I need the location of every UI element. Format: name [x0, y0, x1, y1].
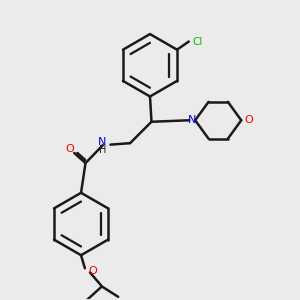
Text: H: H	[99, 145, 106, 155]
Text: N: N	[98, 137, 106, 147]
Text: N: N	[188, 115, 196, 125]
Text: O: O	[66, 144, 74, 154]
Text: O: O	[245, 115, 254, 125]
Text: O: O	[88, 266, 97, 276]
Text: Cl: Cl	[193, 37, 203, 46]
